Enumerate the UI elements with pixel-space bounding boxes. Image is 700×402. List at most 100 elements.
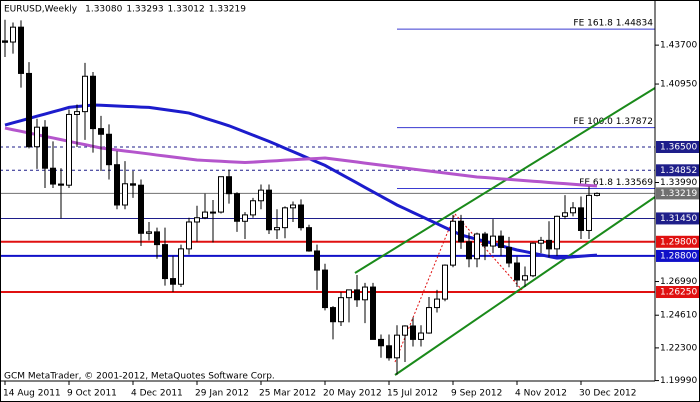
title-value: 1.33080	[85, 5, 122, 15]
price-label: 1.36500	[660, 142, 697, 152]
candle-body	[26, 72, 32, 148]
candle-body	[146, 231, 152, 234]
price-label: 1.29800	[660, 237, 697, 247]
price-label: 1.26250	[660, 288, 697, 298]
candle-body	[50, 167, 56, 185]
chart-title: EURUSD,Weekly	[4, 5, 78, 15]
candle-body	[458, 220, 464, 243]
candle-body	[450, 220, 456, 266]
price-label-box	[656, 140, 700, 153]
candle-body	[226, 176, 232, 195]
candle-body	[434, 298, 440, 309]
candle-body	[594, 192, 600, 196]
candle-body	[210, 211, 216, 214]
candle-body	[418, 332, 424, 340]
x-tick-label: 25 Mar 2012	[259, 389, 316, 399]
candle-body	[466, 241, 472, 260]
price-label: 1.28800	[660, 251, 697, 261]
candle-body	[346, 289, 352, 299]
candles	[2, 19, 600, 375]
candle-body	[314, 250, 320, 271]
x-tick-label: 4 Nov 2012	[515, 389, 567, 399]
candle-body	[202, 211, 208, 219]
price-label-box	[656, 164, 700, 177]
price-label-box	[656, 187, 700, 200]
candle-body	[186, 221, 192, 250]
x-tick-label: 29 Jan 2012	[195, 389, 249, 399]
candle-body	[130, 183, 136, 186]
candle-body	[74, 111, 80, 115]
candle-body	[218, 176, 224, 213]
title-value: 1.33219	[209, 5, 246, 15]
candle-body	[498, 235, 504, 248]
y-tick-label: 1.26990	[660, 277, 697, 287]
candle-body	[442, 264, 448, 300]
candle-body	[114, 164, 120, 206]
candle-body	[586, 194, 592, 231]
candle-body	[514, 262, 520, 281]
price-label-box	[656, 249, 700, 262]
candle-body	[90, 75, 96, 130]
candle-body	[282, 207, 288, 229]
candle-body	[122, 183, 128, 206]
candle-body	[18, 26, 24, 74]
price-label-box	[656, 235, 700, 248]
candle-body	[138, 184, 144, 234]
candle-body	[34, 126, 40, 148]
candle-body	[426, 307, 432, 334]
axes: 1.43700 1.40950 1.33990 1.26990 1.24610 1.223…	[3, 41, 700, 399]
title-value: 1.33012	[168, 5, 205, 15]
fibo-label: FE 100.0 1.37872	[573, 117, 653, 127]
candle-body	[178, 248, 184, 285]
candle-body	[322, 269, 328, 309]
x-tick-label: 30 Dec 2012	[579, 389, 637, 399]
price-label-box	[656, 286, 700, 299]
candle-body	[490, 235, 496, 247]
candle-body	[522, 275, 528, 281]
candle-body	[42, 126, 48, 169]
candle-body	[546, 239, 552, 250]
candle-body	[234, 193, 240, 222]
candle-body	[250, 200, 256, 216]
candle-body	[474, 233, 480, 260]
title-value: 1.33293	[126, 5, 163, 15]
candle-body	[554, 215, 560, 250]
candle-body	[570, 207, 576, 214]
x-tick-label: 15 Jul 2012	[387, 389, 438, 399]
moving-average	[4, 126, 598, 188]
candle-body	[306, 227, 312, 252]
candle-body	[482, 233, 488, 247]
x-tick-label: 4 Dec 2011	[131, 389, 183, 399]
candle-body	[410, 325, 416, 340]
candle-body	[386, 345, 392, 359]
candle-body	[170, 278, 176, 285]
candle-body	[562, 212, 568, 217]
y-tick-label: 1.24610	[660, 311, 697, 321]
candle-body	[330, 307, 336, 323]
y-tick-label: 1.40950	[660, 80, 697, 90]
candle-body	[242, 214, 248, 222]
candle-body	[98, 128, 104, 135]
fibo-trend	[394, 213, 456, 363]
candle-body	[578, 207, 584, 231]
fibo-label: FE 161.8 1.44834	[573, 19, 653, 29]
candle-body	[538, 239, 544, 244]
candle-body	[378, 338, 384, 347]
price-label: 1.34852	[660, 166, 697, 176]
candle-body	[162, 244, 168, 280]
candle-body	[82, 75, 88, 113]
footer: GCM MetaTrader, © 2001-2012, MetaQuotes …	[4, 372, 275, 382]
candle-body	[2, 40, 8, 43]
candle-body	[402, 325, 408, 336]
candle-body	[274, 227, 280, 231]
candle-body	[370, 286, 376, 340]
fibo-label: FE 61.8 1.33569	[579, 178, 653, 188]
candle-body	[530, 242, 536, 277]
y-tick-label: 1.22300	[660, 343, 697, 353]
fibo-trend	[454, 213, 523, 291]
candle-body	[258, 189, 264, 202]
candle-body	[338, 297, 344, 323]
candle-body	[298, 204, 304, 229]
x-tick-label: 14 Aug 2011	[3, 389, 61, 399]
